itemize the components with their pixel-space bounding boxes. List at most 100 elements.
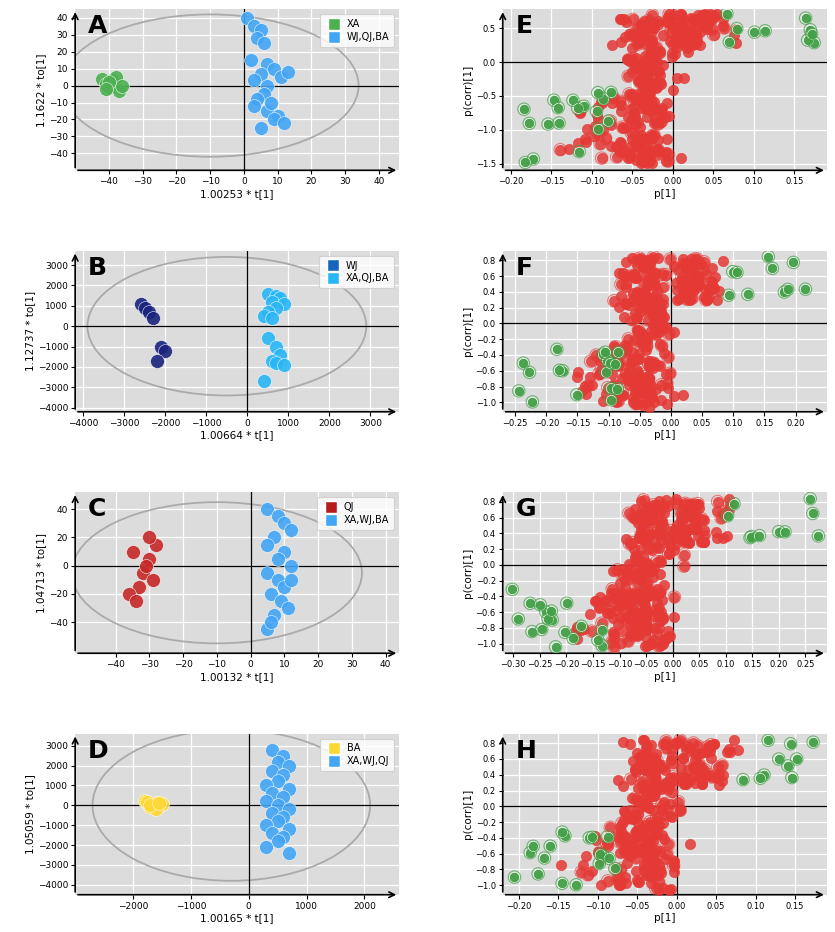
Point <box>691 252 704 267</box>
Point <box>267 530 281 545</box>
Point <box>652 883 665 898</box>
Point <box>651 144 665 158</box>
Point <box>647 302 660 317</box>
Point <box>647 802 660 817</box>
Point <box>648 601 661 616</box>
Point <box>664 24 677 39</box>
Point <box>642 355 655 370</box>
Point <box>681 509 694 524</box>
Point <box>604 381 617 396</box>
Point <box>637 605 650 620</box>
Point <box>653 75 666 89</box>
Point <box>650 381 663 396</box>
Point <box>641 371 655 386</box>
Point <box>643 527 656 541</box>
Point <box>650 555 663 569</box>
Point <box>673 12 686 27</box>
Point <box>618 843 631 857</box>
Point <box>660 733 673 748</box>
Point <box>662 837 676 852</box>
Point <box>658 776 671 791</box>
Point <box>646 43 660 58</box>
Point <box>687 761 701 776</box>
Point <box>610 862 623 877</box>
Point <box>152 796 165 811</box>
Point <box>686 283 700 298</box>
Point <box>629 567 642 582</box>
Point <box>648 102 661 116</box>
Point <box>637 148 650 163</box>
Point <box>637 140 650 155</box>
Point <box>707 27 721 42</box>
Point <box>640 839 654 854</box>
Point <box>633 509 646 524</box>
Point <box>635 837 648 852</box>
Point <box>605 85 618 100</box>
Point <box>640 369 653 384</box>
Point <box>613 610 626 624</box>
Point <box>625 89 638 103</box>
Point <box>625 568 639 582</box>
Point <box>618 805 631 820</box>
Point <box>589 594 602 609</box>
Point <box>590 348 603 363</box>
Point <box>600 835 614 850</box>
Point <box>578 131 591 146</box>
Point <box>605 367 619 382</box>
Point <box>645 738 658 753</box>
Point <box>523 116 536 130</box>
Point <box>696 12 709 27</box>
Point <box>627 99 640 114</box>
Point <box>641 312 655 327</box>
Point <box>807 734 820 749</box>
Point <box>651 357 665 372</box>
Point <box>648 314 661 329</box>
Point <box>656 280 670 295</box>
Legend: BA, XA,WJ,QJ: BA, XA,WJ,QJ <box>320 738 394 772</box>
Point <box>655 309 669 324</box>
Point <box>605 85 618 100</box>
Point <box>625 28 638 43</box>
Point <box>527 152 540 167</box>
Point <box>605 138 618 153</box>
Point <box>633 509 646 524</box>
Point <box>637 521 650 536</box>
Point <box>554 857 568 872</box>
Point <box>643 541 656 555</box>
Point <box>613 819 626 834</box>
Text: D: D <box>89 738 109 762</box>
Point <box>590 108 604 123</box>
Point <box>628 378 641 393</box>
Point <box>679 496 692 511</box>
Point <box>652 875 665 890</box>
Point <box>636 760 650 774</box>
Point <box>613 576 626 591</box>
Point <box>655 338 668 353</box>
Point <box>636 56 650 71</box>
Point <box>524 596 537 610</box>
Point <box>667 858 681 873</box>
Point <box>596 347 610 362</box>
Point <box>637 505 650 520</box>
Point <box>640 52 654 67</box>
Point <box>638 762 651 777</box>
Point <box>577 99 590 114</box>
Point <box>625 351 638 366</box>
Point <box>661 154 675 169</box>
Point <box>632 351 645 366</box>
Point <box>601 355 615 370</box>
Point <box>627 333 640 348</box>
Point <box>635 595 648 610</box>
Point <box>627 541 640 556</box>
Point <box>715 774 728 788</box>
Point <box>633 874 646 889</box>
Point <box>614 876 627 891</box>
Point <box>634 75 647 89</box>
Point <box>704 737 717 752</box>
Point <box>799 10 812 25</box>
Point <box>648 776 661 791</box>
Point <box>639 747 652 761</box>
Point <box>722 288 736 303</box>
Point <box>625 568 639 582</box>
Point <box>619 268 632 283</box>
